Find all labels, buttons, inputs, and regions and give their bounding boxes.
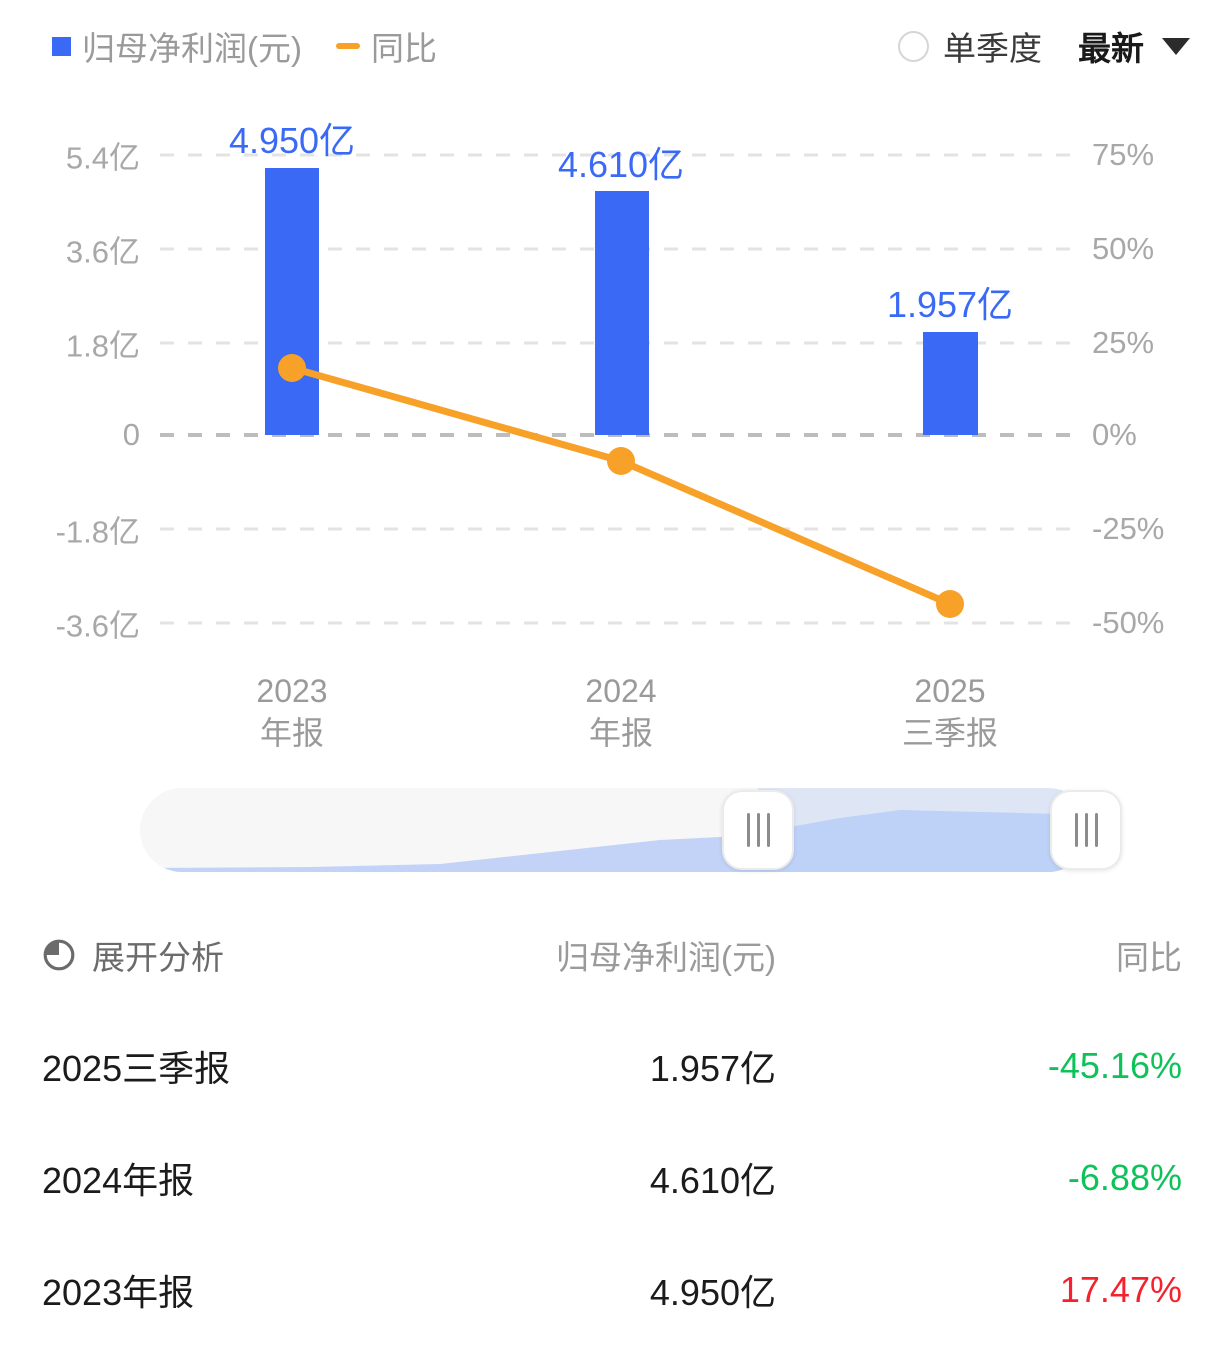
single-quarter-label[interactable]: 单季度 bbox=[943, 30, 1042, 67]
chart-yoy-line bbox=[278, 354, 964, 618]
bar-2023 bbox=[265, 168, 319, 435]
table-row[interactable]: 2023年报 4.950亿 17.47% bbox=[0, 1234, 1224, 1346]
drag-handle-icon bbox=[746, 813, 770, 847]
row-value-cell: 4.610亿 bbox=[649, 1160, 776, 1201]
x-tick-2025: 2025 三季报 bbox=[902, 670, 998, 754]
chart-legend-bar: 归母净利润(元) 同比 单季度 最新 bbox=[0, 0, 1224, 92]
right-axis-tick-2: 25% bbox=[1092, 325, 1155, 360]
right-axis-tick-0: 75% bbox=[1092, 137, 1155, 172]
left-axis-tick-5: -3.6亿 bbox=[55, 608, 140, 644]
slider-track[interactable] bbox=[140, 788, 1090, 872]
table-row[interactable]: 2024年报 4.610亿 -6.88% bbox=[0, 1122, 1224, 1234]
table-header-value: 归母净利润(元) bbox=[556, 939, 776, 976]
slider-handle-left[interactable] bbox=[722, 790, 794, 870]
single-quarter-radio[interactable] bbox=[898, 30, 929, 62]
row-period-cell: 2023年报 bbox=[42, 1272, 195, 1313]
x-tick-2024-type: 年报 bbox=[588, 715, 653, 752]
bar-label-2024: 4.610亿 bbox=[557, 144, 685, 185]
chart-plot-area[interactable]: 5.4亿 3.6亿 1.8亿 0 -1.8亿 -3.6亿 75% 50% 25%… bbox=[0, 92, 1224, 772]
legend-group: 归母净利润(元) 同比 bbox=[52, 22, 437, 70]
table-header-row: 展开分析 归母净利润(元) 同比 bbox=[0, 900, 1224, 1010]
left-axis-tick-3: 0 bbox=[122, 417, 140, 452]
slider-preview-chart bbox=[140, 810, 1090, 872]
slider-handle-right[interactable] bbox=[1050, 790, 1122, 870]
right-axis-tick-3: 0% bbox=[1092, 417, 1137, 452]
table-header-yoy: 同比 bbox=[1116, 939, 1182, 976]
bar-label-2023: 4.950亿 bbox=[228, 120, 356, 161]
row-period-cell: 2024年报 bbox=[42, 1160, 195, 1201]
chart-range-slider[interactable] bbox=[140, 788, 1122, 872]
chart-canvas bbox=[160, 153, 1080, 625]
yoy-point-2023 bbox=[278, 354, 306, 382]
right-axis-tick-4: -25% bbox=[1092, 511, 1165, 546]
row-yoy-cell: -45.16% bbox=[1047, 1045, 1182, 1086]
period-select-value: 最新 bbox=[1078, 30, 1144, 67]
table-row[interactable]: 2025三季报 1.957亿 -45.16% bbox=[0, 1010, 1224, 1122]
left-axis-tick-2: 1.8亿 bbox=[65, 328, 140, 364]
row-period-cell: 2025三季报 bbox=[42, 1048, 231, 1089]
row-value-cell: 4.950亿 bbox=[649, 1272, 776, 1313]
x-tick-2025-type: 三季报 bbox=[901, 715, 999, 752]
financial-table: 展开分析 归母净利润(元) 同比 2025三季报 1.957亿 -45.16% … bbox=[0, 900, 1224, 1346]
bar-2024 bbox=[595, 191, 649, 435]
expand-analysis-cell[interactable]: 展开分析 bbox=[42, 931, 522, 979]
legend-dash-icon bbox=[335, 43, 360, 49]
row-yoy-cell: 17.47% bbox=[1059, 1269, 1182, 1310]
chevron-down-icon bbox=[1162, 37, 1190, 55]
left-axis-tick-4: -1.8亿 bbox=[55, 514, 140, 550]
yoy-point-2025 bbox=[936, 590, 964, 618]
bar-2025 bbox=[923, 332, 978, 435]
right-axis-tick-1: 50% bbox=[1092, 231, 1155, 266]
right-axis-tick-5: -50% bbox=[1092, 605, 1165, 640]
x-tick-2024: 2024 年报 bbox=[585, 670, 656, 754]
x-tick-2025-year: 2025 bbox=[914, 673, 986, 709]
yoy-point-2024 bbox=[607, 447, 635, 475]
legend-label-net-profit: 归母净利润(元) bbox=[82, 30, 302, 67]
x-tick-2024-year: 2024 bbox=[585, 673, 657, 709]
chart-bars bbox=[265, 168, 978, 435]
row-value-cell: 1.957亿 bbox=[649, 1048, 776, 1089]
legend-item-net-profit[interactable]: 归母净利润(元) bbox=[52, 22, 302, 70]
legend-item-yoy[interactable]: 同比 bbox=[335, 22, 437, 70]
pie-chart-icon bbox=[43, 939, 75, 971]
period-select[interactable]: 最新 bbox=[1078, 22, 1190, 70]
bar-label-2025: 1.957亿 bbox=[886, 284, 1014, 325]
drag-handle-icon bbox=[1074, 813, 1098, 847]
x-tick-2023-year: 2023 bbox=[256, 673, 328, 709]
row-yoy-cell: -6.88% bbox=[1067, 1157, 1182, 1198]
expand-analysis-label: 展开分析 bbox=[92, 939, 224, 976]
x-tick-2023-type: 年报 bbox=[259, 715, 324, 752]
legend-label-yoy: 同比 bbox=[370, 30, 437, 67]
legend-square-icon bbox=[52, 36, 71, 56]
left-axis-tick-0: 5.4亿 bbox=[65, 140, 140, 176]
x-tick-2023: 2023 年报 bbox=[256, 670, 327, 754]
left-axis-tick-1: 3.6亿 bbox=[65, 234, 140, 270]
chart-controls: 单季度 最新 bbox=[898, 0, 1190, 92]
